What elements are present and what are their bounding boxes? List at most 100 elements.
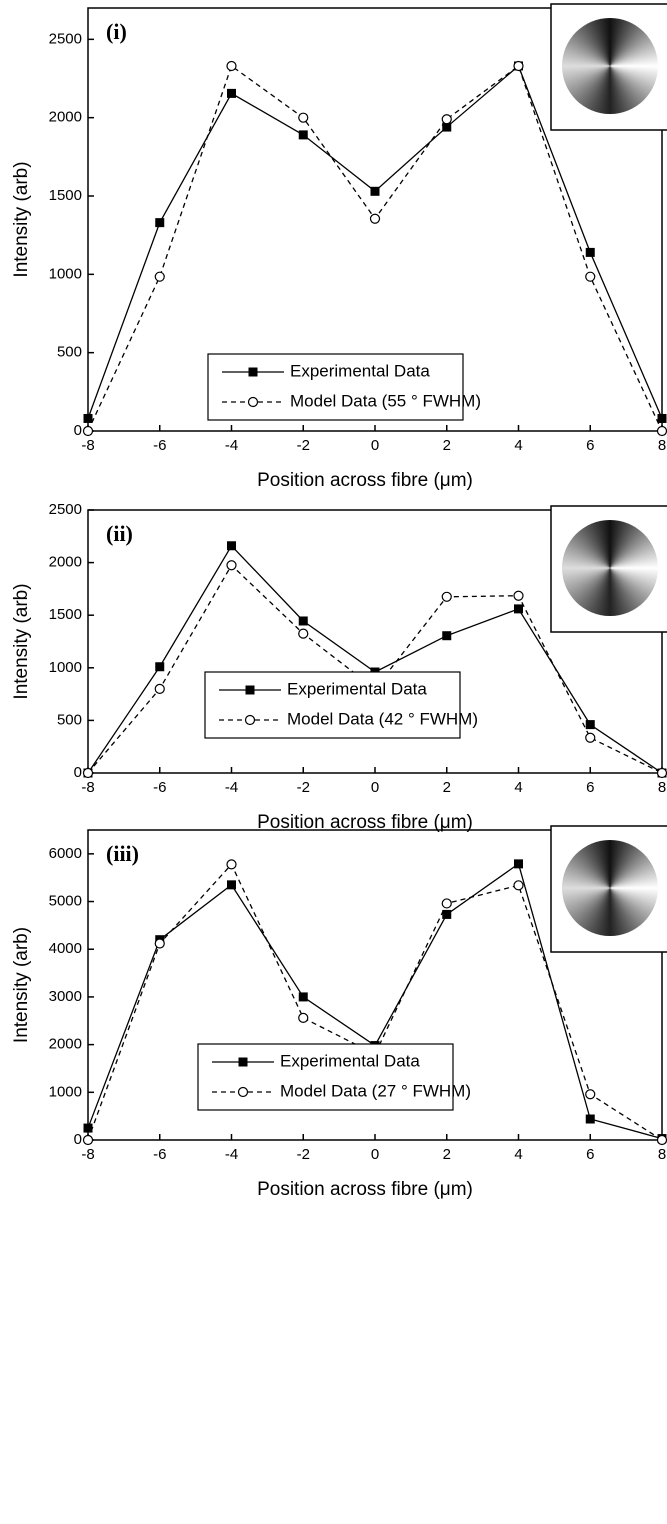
legend-label: Experimental Data [290,361,430,380]
y-tick-label: 2500 [49,501,82,518]
legend-frame [207,353,464,421]
legend-label: Experimental Data [287,679,427,698]
x-tick-label: 2 [443,437,451,454]
marker [585,1114,595,1124]
y-tick-label: 0 [74,764,82,781]
marker [513,590,524,601]
marker [585,1089,596,1100]
marker [298,130,308,140]
marker [82,1134,94,1146]
marker [442,122,452,132]
marker [585,732,596,743]
y-tick-label: 2000 [49,554,82,571]
y-tick-label: 3000 [49,988,82,1005]
y-tick-label: 0 [74,1131,82,1148]
marker [514,859,523,869]
x-tick-label: -6 [153,779,166,796]
x-tick-label: -4 [225,1146,238,1163]
marker [226,60,237,72]
marker [656,425,667,437]
x-axis-title: Position across fibre (μm) [257,470,473,491]
panel-label: (ii) [106,521,133,546]
legend-marker [237,1086,249,1098]
x-tick-label: 8 [658,779,666,796]
legend-label: Experimental Data [280,1051,420,1070]
x-tick-label: 8 [658,437,666,454]
x-tick-label: 0 [371,779,379,796]
inset-image [562,840,658,936]
inset-image [562,520,658,616]
marker [227,88,236,98]
x-tick-label: 8 [658,1146,666,1163]
y-tick-label: 500 [57,344,82,361]
disc [562,520,658,616]
x-tick-label: 0 [371,1146,379,1163]
x-tick-label: 4 [514,1146,522,1163]
disc [562,18,658,114]
legend-label: Model Data (55 ° FWHM) [290,391,481,410]
marker [226,859,237,870]
y-tick-label: 2000 [49,1036,82,1053]
y-tick-label: 1500 [49,606,82,623]
marker [514,604,523,614]
inset [550,505,667,633]
x-tick-label: -2 [297,779,310,796]
x-tick-label: 6 [586,1146,594,1163]
x-tick-label: -6 [153,437,166,454]
y-tick-label: 6000 [49,845,82,862]
inset [550,3,667,131]
y-axis-title: Intensity (arb) [11,583,32,699]
legend-marker [238,1057,248,1067]
marker [442,631,452,641]
legend-label: Model Data (27 ° FWHM) [280,1081,471,1100]
marker [155,662,165,672]
series-line [87,863,663,1141]
x-tick-label: -2 [297,1146,310,1163]
legend-marker [244,714,256,726]
y-axis-title: Intensity (arb) [11,927,32,1043]
disc [562,840,658,936]
x-tick-label: 6 [586,437,594,454]
marker [82,425,94,437]
marker [155,218,165,228]
x-tick-label: 2 [443,779,451,796]
legend-marker [245,685,255,695]
legend-label: Model Data (42 ° FWHM) [287,709,478,728]
panel-label: (i) [106,19,127,44]
x-tick-label: 4 [514,779,522,796]
y-tick-label: 500 [57,711,82,728]
marker [298,112,309,123]
x-tick-label: 0 [371,437,379,454]
marker [226,560,237,571]
marker [585,720,595,730]
x-axis-title: Position across fibre (μm) [257,812,473,833]
marker [656,767,667,779]
marker [585,271,596,282]
marker [369,213,381,224]
inset-image [562,18,658,114]
x-tick-label: 4 [514,437,522,454]
y-tick-label: 1500 [49,187,82,204]
legend-marker [248,367,258,377]
marker [154,271,165,282]
y-tick-label: 4000 [49,940,82,957]
marker [298,616,308,626]
marker [82,767,94,779]
legend-frame [197,1043,454,1111]
marker [227,541,236,551]
y-tick-label: 0 [74,422,82,439]
x-tick-label: -4 [225,437,238,454]
legend-marker [247,396,259,408]
panel-label: (iii) [106,841,139,866]
x-tick-label: 6 [586,779,594,796]
marker [298,1012,309,1024]
marker [442,909,452,919]
y-axis-title: Intensity (arb) [11,161,32,277]
x-tick-label: 2 [443,1146,451,1163]
marker [154,938,165,949]
x-tick-label: -2 [297,437,310,454]
marker [441,114,452,125]
x-tick-label: -8 [81,1146,94,1163]
